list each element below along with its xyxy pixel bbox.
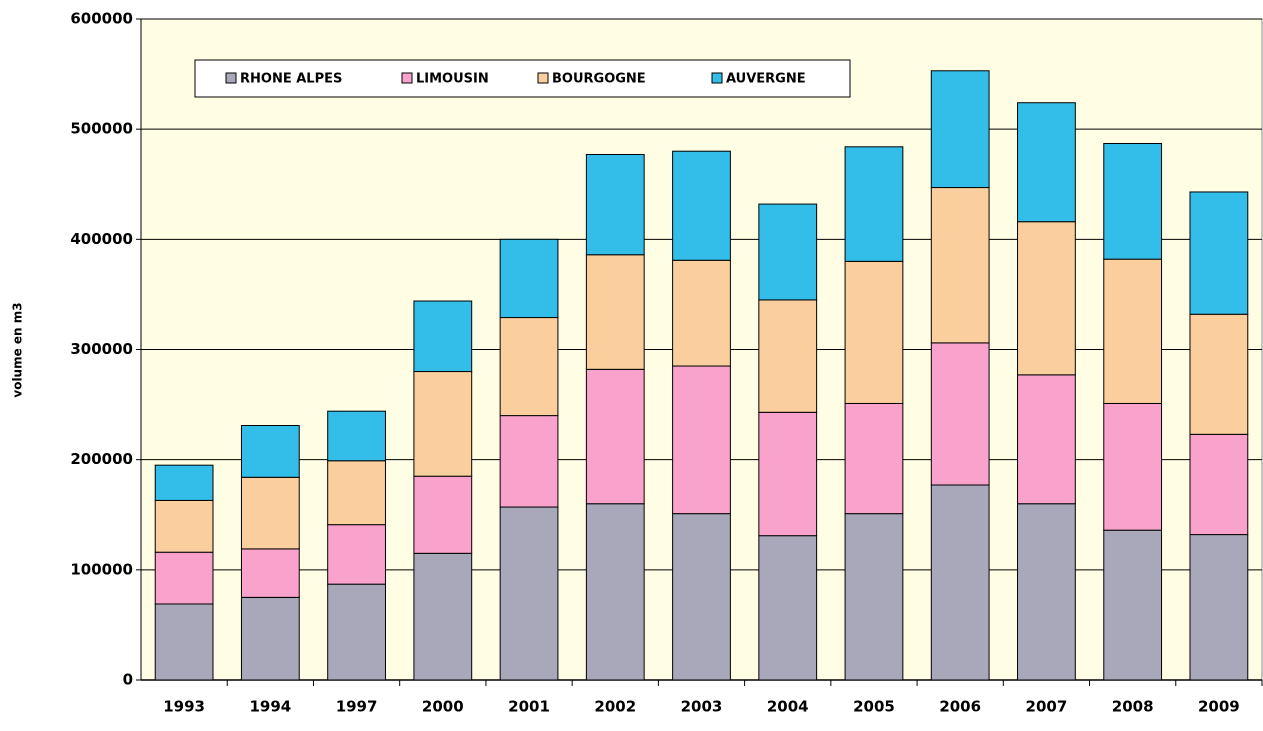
bar-segment <box>1189 433 1249 536</box>
bar-segment <box>154 464 214 501</box>
x-tick-label: 2004 <box>767 698 809 716</box>
bar-segment <box>1017 102 1076 223</box>
bar-segment <box>154 603 214 681</box>
bar-segment <box>1189 313 1249 435</box>
x-tick-label: 1993 <box>163 698 205 716</box>
y-tick-label: 400000 <box>70 230 133 248</box>
bar-segment <box>1017 503 1076 681</box>
bar-segment <box>413 475 473 554</box>
bar-segment <box>240 596 300 681</box>
bar-segment <box>327 583 386 681</box>
x-tick-label: 2005 <box>853 698 895 716</box>
bar-segment <box>1103 529 1163 681</box>
bar-segment <box>413 300 473 373</box>
bar-segment <box>1189 191 1249 315</box>
bar-segment <box>930 342 990 486</box>
bar-segment <box>240 425 300 478</box>
x-tick-label: 1994 <box>249 698 291 716</box>
y-axis-label: volume en m3 <box>11 302 25 397</box>
legend-label: RHONE ALPES <box>240 72 342 87</box>
bar-segment <box>499 238 559 319</box>
bar-segment <box>758 203 818 301</box>
bar-segment <box>585 254 645 370</box>
bar-segment <box>413 552 473 681</box>
bar-segment <box>844 513 904 681</box>
y-tick-label: 600000 <box>70 10 133 28</box>
bar-segment <box>154 551 214 605</box>
bar-segment <box>1017 221 1076 376</box>
legend-box <box>194 59 851 98</box>
bar-segment <box>585 503 645 681</box>
bar-segment <box>499 415 559 508</box>
bar-segment <box>1189 534 1249 681</box>
bar-segment <box>930 70 990 189</box>
y-tick-label: 200000 <box>70 450 133 468</box>
bar-segment <box>240 476 300 550</box>
bar-segment <box>1103 142 1163 260</box>
y-tick-label: 300000 <box>70 340 133 358</box>
bar-segment <box>327 524 386 585</box>
y-tick-label: 0 <box>123 671 133 689</box>
legend-swatch <box>711 72 723 84</box>
bar-segment <box>672 365 731 515</box>
bar-segment <box>413 371 473 477</box>
y-tick-label: 500000 <box>70 120 133 138</box>
legend-swatch <box>537 72 549 84</box>
legend-swatch <box>401 72 413 84</box>
bar-segment <box>327 460 386 526</box>
bar-segment <box>327 410 386 462</box>
x-tick-label: 2003 <box>681 698 723 716</box>
x-tick-label: 2008 <box>1112 698 1154 716</box>
bar-segment <box>240 548 300 598</box>
bar-segment <box>1103 258 1163 404</box>
bar-segment <box>585 154 645 256</box>
x-tick-label: 1997 <box>336 698 378 716</box>
x-tick-label: 2007 <box>1026 698 1068 716</box>
x-tick-label: 2009 <box>1198 698 1240 716</box>
bar-segment <box>154 499 214 553</box>
bar-segment <box>758 411 818 537</box>
bar-segment <box>930 187 990 344</box>
bar-segment <box>672 150 731 261</box>
bar-segment <box>758 535 818 681</box>
bar-segment <box>1103 402 1163 531</box>
bar-segment <box>672 513 731 681</box>
bar-segment <box>585 368 645 505</box>
bar-segment <box>1017 374 1076 505</box>
bar-segment <box>499 317 559 417</box>
bar-segment <box>672 259 731 367</box>
x-tick-label: 2001 <box>508 698 550 716</box>
bar-segment <box>844 146 904 262</box>
bar-segment <box>758 299 818 413</box>
bar-segment <box>499 506 559 681</box>
legend-swatch <box>225 72 237 84</box>
legend-label: AUVERGNE <box>726 72 806 87</box>
bar-segment <box>844 260 904 404</box>
bar-segment <box>930 484 990 681</box>
x-tick-label: 2000 <box>422 698 464 716</box>
y-tick-label: 100000 <box>70 560 133 578</box>
x-tick-label: 2002 <box>594 698 636 716</box>
legend-label: BOURGOGNE <box>552 72 646 87</box>
bar-segment <box>844 402 904 515</box>
x-tick-label: 2006 <box>939 698 981 716</box>
legend-label: LIMOUSIN <box>416 72 489 87</box>
